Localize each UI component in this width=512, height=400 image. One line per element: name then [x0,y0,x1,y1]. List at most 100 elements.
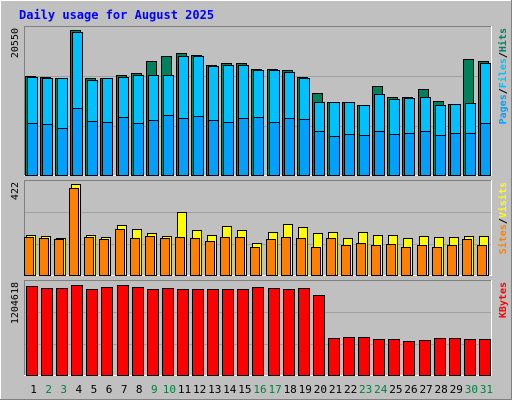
bar-sites-day-25 [386,244,396,276]
x-tick-label: 6 [106,383,113,396]
chart-title: Daily usage for August 2025 [19,8,214,22]
bar-sites-day-9 [145,236,155,276]
panel-visits-sites: 422 Sites/Visits [10,180,509,276]
legend-separator: / [498,218,509,224]
bar-pages-day-23 [359,135,370,176]
legend-separator: / [498,88,509,94]
x-tick-label: 24 [374,383,388,396]
bar-pages-day-14 [223,122,234,176]
bar-sites-day-31 [477,245,487,276]
x-tick-label: 8 [136,383,143,396]
bar-pages-day-10 [163,115,174,176]
bar-pages-day-28 [435,135,446,176]
x-tick-label: 22 [344,383,357,396]
bar-pages-day-7 [118,117,129,176]
bar-sites-day-13 [205,241,215,276]
bar-kbytes-day-5 [86,289,98,376]
bar-kbytes-day-24 [373,339,385,376]
bar-sites-day-15 [235,237,245,276]
legend-visits: Visits [497,182,509,218]
x-tick-label: 7 [121,383,128,396]
bar-sites-day-30 [462,239,472,276]
bar-pages-day-12 [193,116,204,176]
bar-kbytes-day-16 [252,287,264,376]
bar-pages-day-30 [465,133,476,176]
x-tick-label: 3 [60,383,67,396]
bar-kbytes-day-30 [464,339,476,376]
bar-sites-day-21 [326,238,336,276]
bar-kbytes-day-8 [132,287,144,376]
bar-sites-day-1 [24,237,34,276]
legend-sites: Sites [497,224,509,254]
y-max-label: 1204618 [10,282,21,324]
bar-kbytes-day-3 [56,288,68,376]
x-tick-label: 2 [45,383,52,396]
bar-pages-day-6 [102,122,113,176]
bar-pages-day-19 [299,119,310,176]
bar-kbytes-day-19 [298,288,310,376]
bar-kbytes-day-17 [268,288,280,376]
x-tick-label: 13 [208,383,221,396]
bar-sites-day-17 [266,239,276,276]
bar-pages-day-31 [480,123,491,176]
bar-sites-day-10 [160,238,170,276]
bar-pages-day-4 [72,108,83,176]
bar-sites-day-7 [115,229,125,276]
legend: Pages/Files/Hits [497,28,509,124]
x-tick-label: 25 [389,383,402,396]
bar-pages-day-8 [133,123,144,176]
bar-sites-day-26 [401,247,411,276]
legend-pages: Pages [498,94,509,124]
x-tick-label: 31 [480,383,493,396]
bar-kbytes-day-1 [26,286,38,376]
bar-kbytes-day-20 [313,295,325,376]
bar-pages-day-29 [450,133,461,176]
bar-sites-day-14 [220,237,230,276]
bar-pages-day-3 [57,128,68,176]
bar-kbytes-day-11 [177,289,189,376]
bar-kbytes-day-13 [207,289,219,376]
bar-kbytes-day-31 [479,339,491,376]
bar-pages-day-1 [27,123,38,176]
bar-pages-day-5 [87,121,98,176]
bar-pages-day-16 [253,117,264,176]
x-tick-label: 21 [329,383,342,396]
bar-sites-day-8 [130,238,140,276]
x-tick-label: 1 [30,383,37,396]
x-tick-label: 15 [238,383,251,396]
x-tick-label: 4 [76,383,83,396]
x-tick-label: 16 [253,383,266,396]
bar-pages-day-21 [329,136,340,176]
bar-sites-day-29 [447,245,457,276]
bar-sites-day-5 [84,237,94,276]
bar-pages-day-9 [148,120,159,176]
bar-pages-day-15 [238,118,249,176]
bar-sites-day-22 [341,245,351,276]
bar-sites-day-28 [432,247,442,276]
bar-pages-day-13 [208,120,219,176]
bar-kbytes-day-14 [222,289,234,376]
bar-sites-day-2 [39,238,49,276]
x-tick-label: 11 [178,383,191,396]
legend: Sites/Visits [497,182,509,254]
bar-pages-day-18 [284,118,295,176]
x-tick-label: 26 [404,383,417,396]
bar-sites-day-27 [417,245,427,276]
x-axis-tick-labels: 1 2 3 4 5 6 7 8 9 10 11 12 13 14 15 16 17 18 19 20 21 22 23 24 2… [30,383,493,396]
bar-pages-day-25 [389,134,400,176]
bar-pages-day-11 [178,118,189,176]
y-max-label: 20550 [10,28,21,58]
x-tick-label: 30 [465,383,478,396]
bar-pages-day-26 [404,133,415,176]
bar-kbytes-day-15 [237,289,249,376]
bar-kbytes-day-2 [41,288,53,376]
bar-sites-day-24 [371,245,381,276]
chart-panels: 20550Pages/Files/Hits422Sites/Visits1204… [10,26,509,376]
panel-kbytes: 1204618 KBytes [10,280,509,376]
bar-kbytes-day-25 [388,339,400,376]
x-tick-label: 28 [435,383,448,396]
bar-kbytes-day-4 [71,285,83,376]
bar-kbytes-day-7 [117,285,129,376]
x-tick-label: 14 [223,383,237,396]
bar-sites-day-3 [54,239,64,276]
